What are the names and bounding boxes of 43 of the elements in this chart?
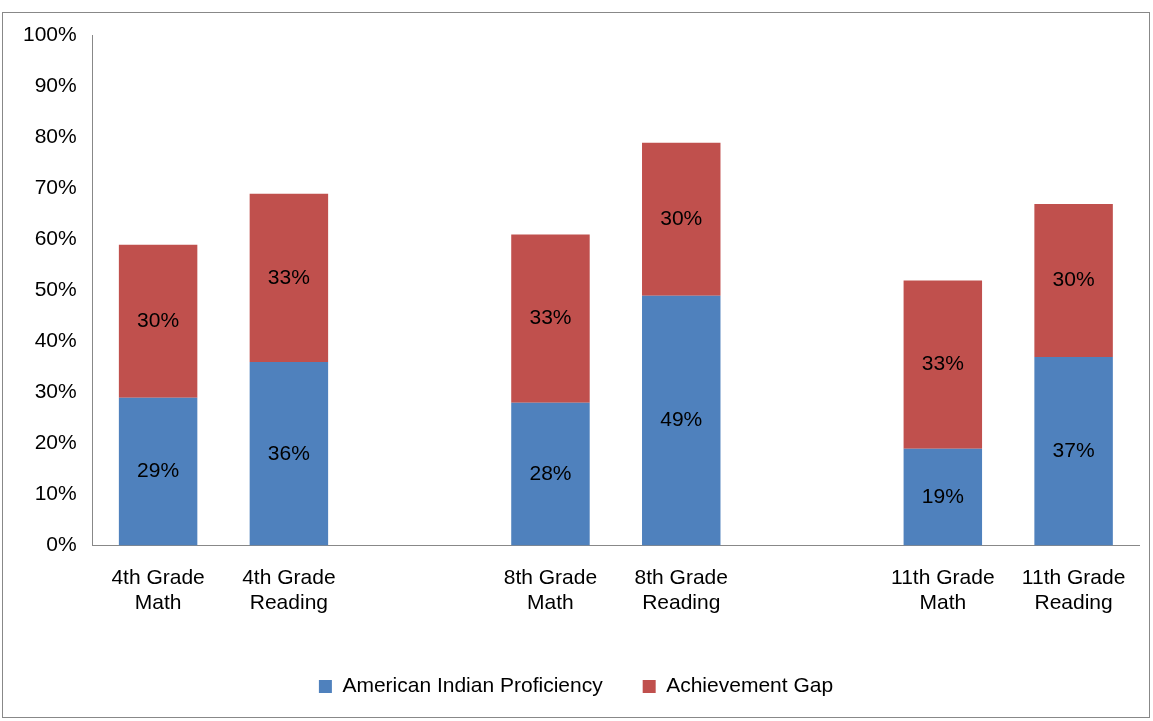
- bar: [903, 280, 983, 449]
- x-tick-label: 11th Grade Reading: [1021, 565, 1126, 614]
- data-label: 30%: [137, 308, 180, 331]
- bar: [1034, 203, 1113, 357]
- bar: [1034, 356, 1113, 546]
- data-label: 36%: [267, 440, 310, 464]
- x-tick-label: 8th Grade Reading: [634, 565, 728, 614]
- data-label: 33%: [529, 305, 572, 329]
- bar: [249, 362, 329, 546]
- bar: [118, 244, 198, 398]
- bar: [249, 193, 329, 362]
- bar: [642, 142, 721, 296]
- data-label: 19%: [921, 483, 964, 507]
- data-label: 49%: [660, 407, 703, 431]
- data-label: 30%: [660, 206, 703, 229]
- y-tick-label: 10%: [34, 481, 77, 505]
- x-tick-label: 4th Grade Reading: [242, 565, 336, 614]
- y-tick-label: 20%: [34, 430, 77, 454]
- x-tick-label: 8th Grade Math: [503, 565, 598, 614]
- bar: [903, 448, 983, 546]
- data-label: 29%: [137, 458, 180, 482]
- data-label: 28%: [529, 461, 572, 484]
- x-tick-label: 11th Grade Math: [891, 565, 995, 614]
- bar: [118, 397, 198, 546]
- bar: [511, 234, 590, 403]
- data-label: 33%: [921, 351, 964, 375]
- data-label: 30%: [1052, 267, 1095, 291]
- y-tick-label: 30%: [34, 379, 77, 403]
- y-tick-label: 60%: [34, 226, 77, 250]
- data-label: 37%: [1052, 438, 1095, 462]
- data-label: 33%: [267, 264, 310, 288]
- legend-label: American Indian Proficiency: [342, 673, 604, 697]
- y-tick-label: 90%: [34, 73, 77, 97]
- bar: [511, 402, 590, 546]
- legend-label: Achievement Gap: [666, 673, 834, 697]
- y-tick-label: 80%: [34, 124, 77, 148]
- y-tick-label: 70%: [34, 175, 77, 199]
- y-tick-label: 0%: [46, 532, 77, 556]
- bar: [642, 295, 721, 546]
- y-tick-label: 40%: [34, 328, 77, 352]
- x-tick-label: 4th Grade Math: [111, 565, 205, 614]
- y-tick-label: 100%: [22, 22, 77, 46]
- y-tick-label: 50%: [34, 277, 77, 301]
